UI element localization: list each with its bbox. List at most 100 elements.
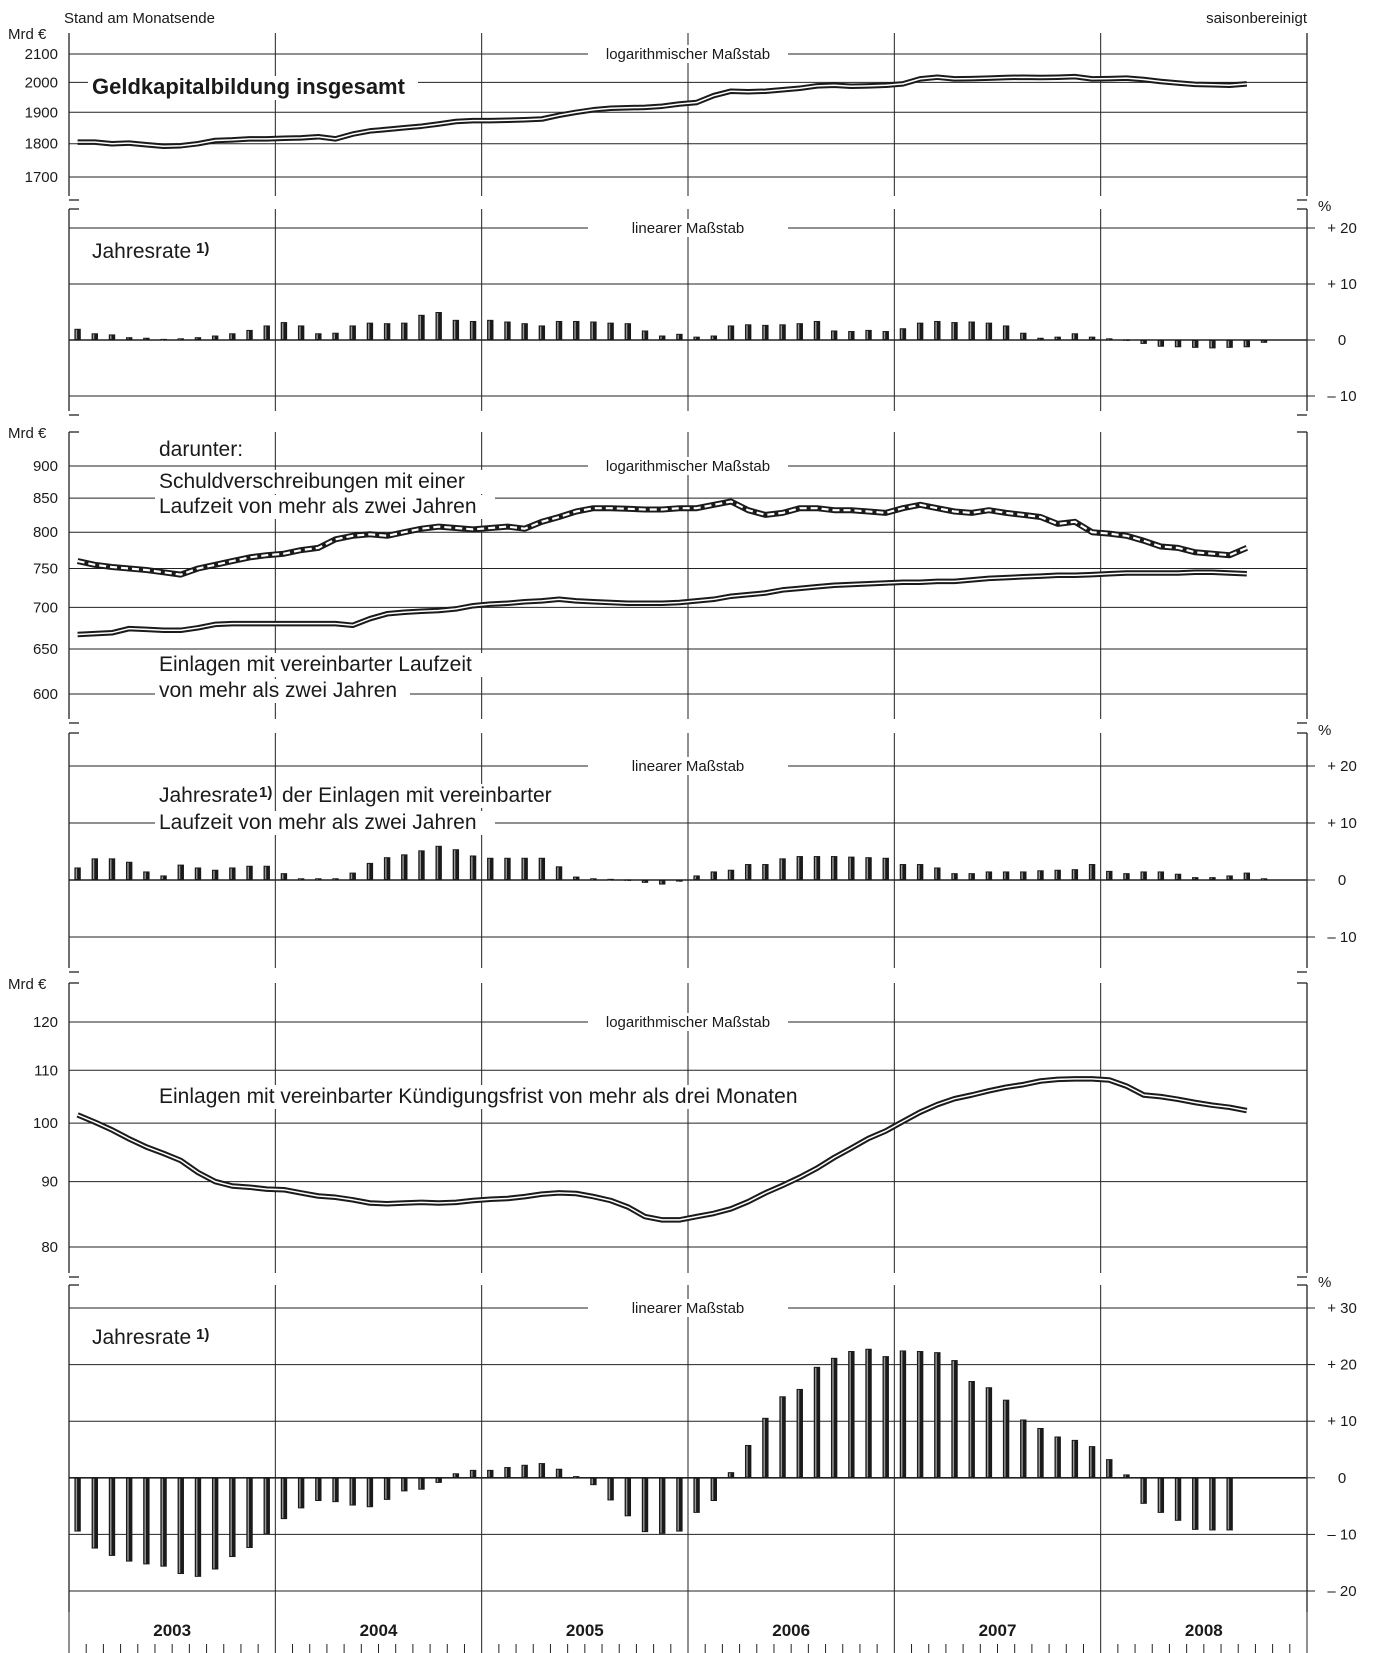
bar [1157, 1477, 1165, 1513]
bar-highlight [815, 1367, 817, 1477]
y-tick-label: + 30 [1327, 1300, 1357, 1317]
bar [108, 334, 116, 340]
bar-highlight [144, 872, 146, 879]
scale-caption-bg [588, 1013, 788, 1031]
bar-highlight [643, 1478, 645, 1532]
bar-highlight [918, 1352, 920, 1477]
bar-highlight [1210, 1478, 1212, 1530]
bar [366, 862, 374, 880]
panel5-title: Einlagen mit vereinbarter Kündigungsfris… [159, 1085, 798, 1108]
bar [229, 333, 236, 340]
bar [1174, 340, 1182, 348]
bar [676, 1477, 683, 1532]
bar [848, 1351, 855, 1478]
bar [641, 330, 649, 340]
bar-highlight [316, 1478, 318, 1501]
bar [418, 314, 425, 340]
bar-highlight [1055, 870, 1058, 879]
panel5-title-bg [155, 1085, 855, 1109]
bar-highlight [918, 323, 920, 339]
bar-highlight [488, 858, 490, 879]
bar-highlight [1107, 871, 1109, 879]
bar-highlight [247, 330, 250, 339]
bar-highlight [849, 857, 851, 879]
bar-highlight [1090, 1447, 1092, 1477]
scale-caption: logarithmischer Maßstab [606, 458, 770, 475]
y-tick-label: + 20 [1327, 220, 1357, 237]
bar [1157, 340, 1165, 347]
bar-highlight [987, 1388, 989, 1477]
bar-highlight [264, 1478, 267, 1534]
bar [177, 864, 184, 880]
bar [779, 324, 786, 340]
footnote-mark: 1) [259, 784, 272, 801]
bar-highlight [144, 338, 146, 340]
y-tick-label: – 10 [1327, 1526, 1356, 1543]
bar-highlight [505, 322, 507, 339]
bar-highlight [1244, 341, 1247, 347]
bar [280, 322, 288, 340]
bar-highlight [1158, 341, 1161, 346]
bar-highlight [539, 858, 542, 879]
bar [693, 1477, 700, 1513]
y-tick-label: 0 [1338, 1470, 1346, 1487]
bar-highlight [1158, 872, 1161, 879]
bar-highlight [918, 865, 920, 879]
bar-highlight [1038, 1428, 1040, 1477]
bar [1226, 875, 1233, 880]
y-tick-label: 800 [33, 524, 58, 541]
bar [401, 854, 408, 880]
bar [1140, 871, 1147, 880]
bar-highlight [677, 1478, 679, 1531]
bar [1071, 1439, 1079, 1478]
y-tick-label: 90 [41, 1174, 58, 1191]
bar [452, 1473, 460, 1478]
bar-highlight [402, 1478, 404, 1491]
bar-highlight [92, 859, 95, 879]
bar [968, 873, 975, 880]
bar [744, 1444, 752, 1478]
bar-highlight [797, 857, 800, 879]
bar [401, 1477, 408, 1492]
bar-highlight [746, 325, 748, 339]
bar-highlight [471, 1470, 473, 1477]
bar [349, 1477, 356, 1506]
x-axis: 2003 2004 2005 2006 2007 2008 [68, 1612, 1308, 1653]
bar-highlight [1107, 339, 1109, 340]
bar [899, 864, 907, 880]
bar [762, 1417, 769, 1478]
bar-highlight [729, 326, 731, 339]
bar [1140, 1477, 1147, 1504]
bar-highlight [1004, 872, 1006, 879]
scale-caption: logarithmischer Maßstab [606, 1014, 770, 1031]
bar-highlight [608, 879, 611, 881]
bar-highlight [1193, 878, 1195, 879]
bar [899, 328, 907, 340]
bar-highlight [763, 1418, 765, 1477]
bar [1020, 332, 1027, 340]
bar [1226, 340, 1233, 348]
bar-highlight [522, 1465, 525, 1477]
bar [521, 1464, 528, 1478]
panel3-sv-line2: Laufzeit von mehr als zwei Jahren [159, 495, 477, 518]
bar [710, 335, 717, 340]
bar-highlight [385, 858, 387, 879]
y-tick-label: 900 [33, 458, 58, 475]
bar [1260, 878, 1268, 880]
bar [659, 335, 666, 340]
bar-highlight [522, 858, 525, 879]
bar-highlight [883, 1357, 886, 1477]
bar-highlight [849, 1352, 851, 1477]
bar [624, 323, 632, 340]
bar-highlight [1176, 341, 1178, 347]
bar [74, 867, 81, 880]
unit-label: Mrd € [8, 976, 47, 993]
panel-labels: 1700 1800 1900 2000 2100 Mrd € logarithmischer… [8, 26, 1357, 1600]
bar-highlight [333, 1478, 336, 1502]
bar [779, 858, 786, 880]
bar-highlight [1072, 1440, 1075, 1477]
y-tick-label: 1800 [25, 136, 58, 153]
panel3-sv-line1: Schuldverschreibungen mit einer [159, 470, 465, 493]
bar-highlight [1210, 341, 1212, 348]
